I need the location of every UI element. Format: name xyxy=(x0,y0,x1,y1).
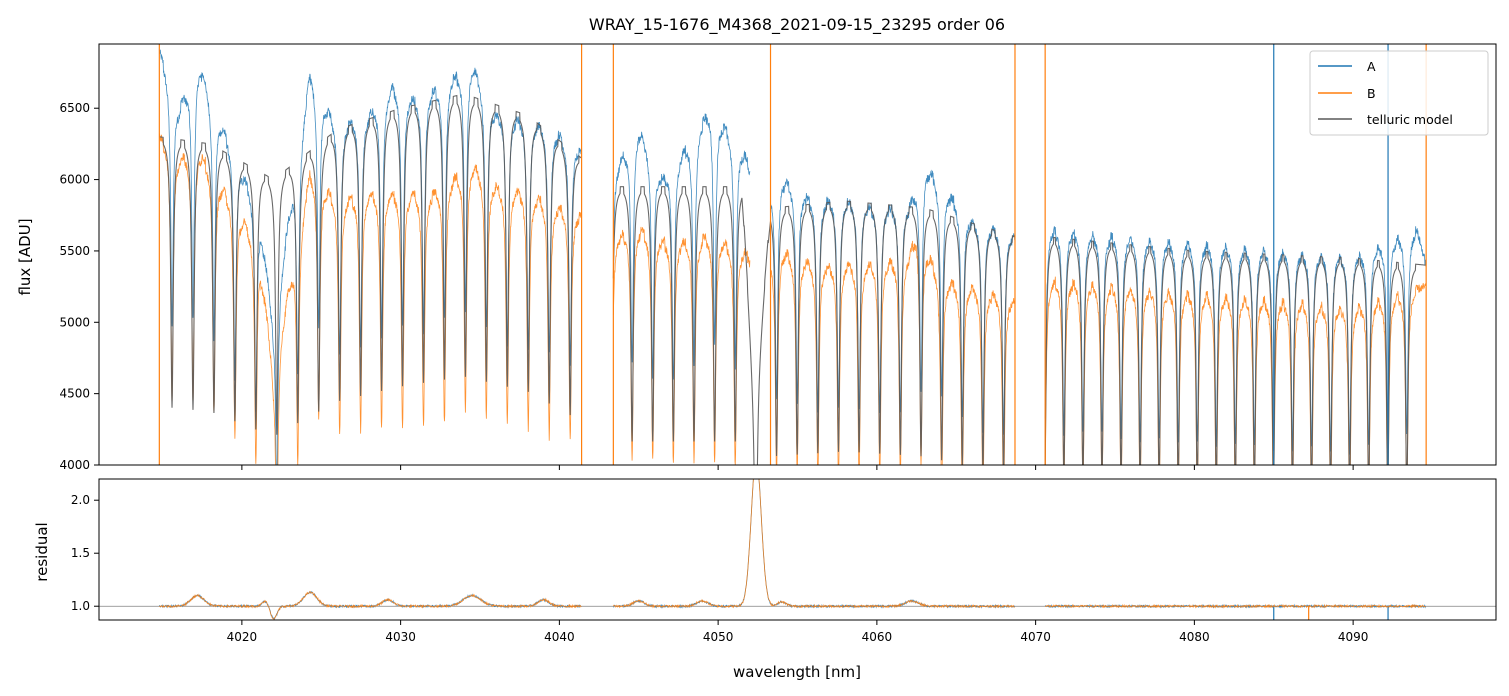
flux-axes-frame xyxy=(98,43,1497,466)
legend-frame xyxy=(1309,50,1489,136)
residual-series-b-segment-0 xyxy=(159,591,582,620)
series-telluric-model-segment-0 xyxy=(159,94,582,435)
residual-axes-frame xyxy=(98,478,1497,621)
residual-y-ticks: 1.0 1.5 2.0 xyxy=(71,493,99,613)
residual-series-b-segment-1 xyxy=(612,479,1016,609)
legend-label-a: A xyxy=(1367,59,1376,74)
flux-panel: 4000 4500 5000 5500 6000 6500 flux [ADU] A B … xyxy=(16,43,1497,472)
flux-y-tick-label-0: 4000 xyxy=(59,458,90,472)
residual-x-tick-label-7: 4090 xyxy=(1338,630,1369,644)
flux-y-ticks: 4000 4500 5000 5500 6000 6500 xyxy=(59,101,99,472)
flux-y-tick-label-3: 5500 xyxy=(59,244,90,258)
residual-panel: 1.01.52.0 4020 4030 4040 4050 4060 4070 4080 40… xyxy=(33,478,1497,681)
legend: A B telluric model xyxy=(1309,50,1489,136)
series-a-segment-1 xyxy=(612,113,751,380)
flux-y-axis-label: flux [ADU] xyxy=(16,218,34,295)
residual-y-tick-label-1: 1.5 xyxy=(71,546,90,560)
flux-y-tick-label-4: 6000 xyxy=(59,173,90,187)
flux-x-ticks xyxy=(241,465,1354,470)
series-telluric-model-segment-1 xyxy=(612,186,1016,465)
flux-y-tick-label-2: 5000 xyxy=(59,315,90,329)
series-b-segment-1 xyxy=(612,226,751,465)
x-axis-label: wavelength [nm] xyxy=(733,663,861,681)
residual-y-tick-label-2: 2.0 xyxy=(71,493,90,507)
residual-x-tick-label-1: 4030 xyxy=(385,630,416,644)
residual-x-tick-label-2: 4040 xyxy=(544,630,575,644)
residual-y-axis-label: residual xyxy=(33,522,51,581)
residual-data-layer xyxy=(99,479,1496,620)
legend-label-telluric: telluric model xyxy=(1367,112,1453,127)
residual-x-tick-label-5: 4070 xyxy=(1020,630,1051,644)
series-telluric-model-segment-2 xyxy=(1044,236,1427,465)
residual-x-tick-label-0: 4020 xyxy=(227,630,258,644)
residual-series-b-segment-2 xyxy=(1044,603,1426,609)
flux-y-tick-label-5: 6500 xyxy=(59,101,90,115)
series-b-segment-2 xyxy=(770,240,1016,465)
chart-title: WRAY_15-1676_M4368_2021-09-15_23295 orde… xyxy=(589,15,1005,35)
residual-x-tick-label-6: 4080 xyxy=(1179,630,1210,644)
legend-label-b: B xyxy=(1367,86,1376,101)
flux-y-tick-label-1: 4500 xyxy=(59,387,90,401)
series-b-segment-0 xyxy=(158,133,582,465)
series-b-segment-3 xyxy=(1044,276,1427,465)
residual-x-tick-label-3: 4050 xyxy=(703,630,734,644)
residual-y-tick-label-0: 1.0 xyxy=(71,599,90,613)
residual-x-ticks: 4020 4030 4040 4050 4060 4070 4080 4090 xyxy=(227,620,1369,644)
residual-x-tick-label-4: 4060 xyxy=(862,630,893,644)
